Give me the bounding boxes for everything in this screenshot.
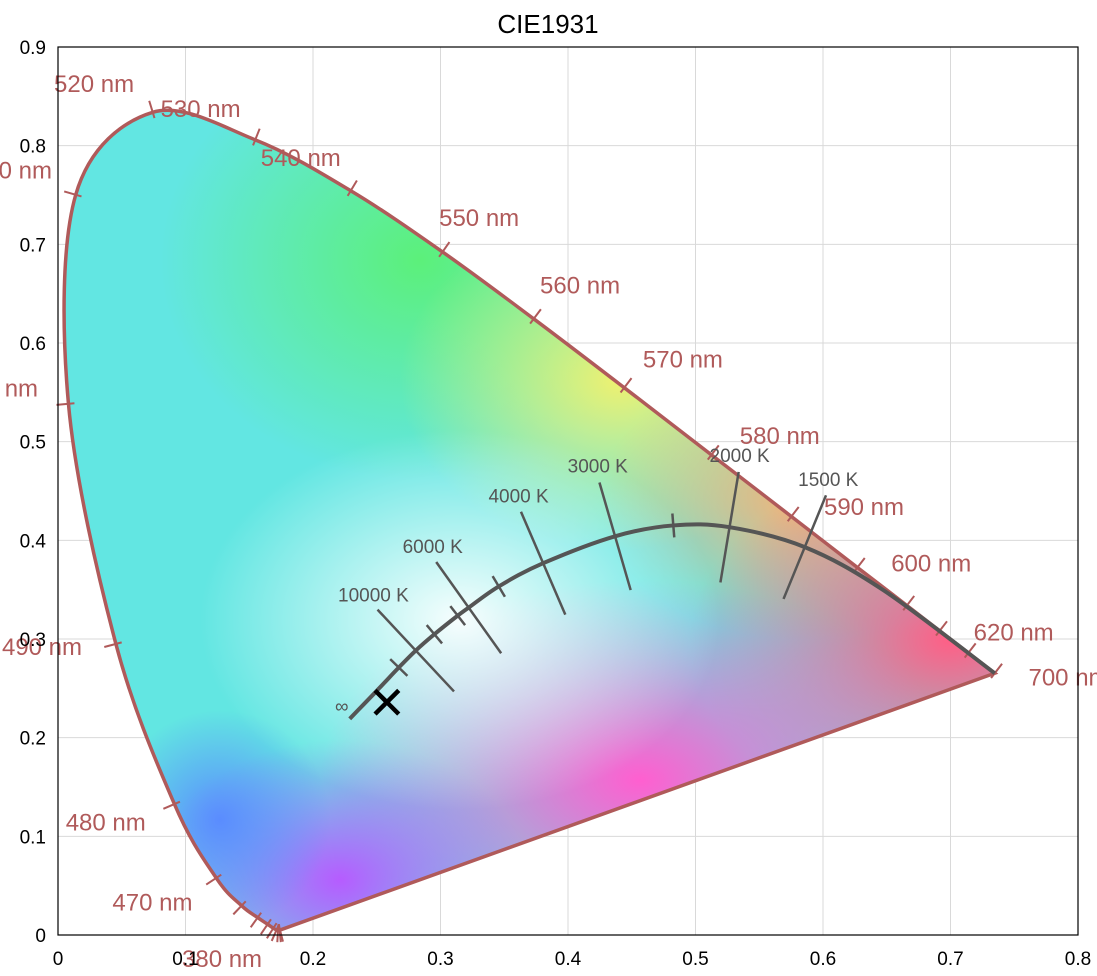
wavelength-label-380: 380 nm: [182, 946, 262, 973]
wavelength-tick: [63, 190, 82, 198]
cct-label: 1500 K: [798, 470, 859, 491]
x-tick-label: 0.3: [427, 949, 453, 970]
wavelength-labels: 380 nm 470 nm 480 nm 490 nm 500 nm 510 nm 520 …: [0, 71, 1097, 973]
wavelength-label-480: 480 nm: [66, 809, 146, 836]
x-tick-label: 0.4: [555, 949, 582, 970]
wavelength-label-530: 530 nm: [161, 96, 241, 123]
y-tick-label: 0.1: [20, 827, 46, 848]
cct-isotherm: [435, 561, 503, 654]
wavelength-label-620: 620 nm: [974, 619, 1054, 646]
wavelength-tick: [786, 506, 800, 522]
wavelength-tick: [266, 922, 278, 939]
infinity-label: ∞: [335, 696, 349, 717]
planckian-locus: 10000 K 6000 K 4000 K 3000 K 2000 K 1500 K ∞: [335, 446, 996, 721]
wavelength-tick: [162, 800, 181, 810]
wavelength-label-600: 600 nm: [891, 551, 971, 578]
y-tick-label: 0.6: [20, 334, 46, 355]
wavelength-label-470: 470 nm: [112, 889, 192, 916]
y-tick-label: 0.7: [20, 235, 46, 256]
wavelength-label-570: 570 nm: [643, 346, 723, 373]
wavelength-tick: [706, 444, 720, 461]
wavelength-label-550: 550 nm: [439, 205, 519, 232]
wavelength-label-590: 590 nm: [824, 494, 904, 521]
cct-label: 4000 K: [488, 486, 549, 507]
planckian-curve: [348, 522, 996, 721]
wavelength-tick: [963, 642, 977, 659]
wavelength-label-500: 500 nm: [0, 376, 38, 403]
plot-frame: [57, 46, 1079, 936]
wavelength-ticks: [56, 100, 1003, 943]
x-tick-label: 0.6: [810, 949, 836, 970]
cct-label: 6000 K: [403, 537, 464, 558]
y-tick-label: 0: [35, 926, 46, 947]
wavelength-tick: [205, 873, 222, 886]
chart-title: CIE1931: [497, 9, 598, 39]
wavelength-tick: [277, 924, 282, 943]
cct-label: 2000 K: [710, 446, 771, 467]
cct-minor-tick: [425, 624, 444, 645]
wavelength-tick: [529, 308, 542, 325]
y-tick-label: 0.2: [20, 729, 46, 750]
cct-minor-tick: [671, 513, 676, 538]
cct-label: 10000 K: [338, 585, 409, 606]
wavelength-tick: [104, 641, 122, 648]
wavelength-tick: [260, 918, 272, 935]
axis-ticks: 0 0.1 0.2 0.3 0.4 0.5 0.6 0.7 0.8 0 0.1 0.2 0.3 0.4 0.…: [20, 38, 1092, 970]
wavelength-tick: [270, 924, 280, 942]
y-tick-label: 0.5: [20, 433, 46, 454]
x-tick-label: 0.5: [682, 949, 708, 970]
x-tick-label: 0.1: [172, 949, 198, 970]
y-tick-label: 0.8: [20, 137, 46, 158]
chromaticity-marker: ✕: [368, 676, 407, 730]
x-tick-label: 0.2: [300, 949, 326, 970]
cct-minor-tick: [491, 575, 506, 598]
x-tick-label: 0.8: [1065, 949, 1091, 970]
cct-isotherm: [376, 608, 455, 693]
wavelength-label-540: 540 nm: [261, 145, 341, 172]
cct-minor-tick: [389, 658, 409, 677]
wavelength-label-700: 700 nm: [1028, 664, 1097, 691]
cct-label: 3000 K: [568, 457, 629, 478]
cct-isotherm: [782, 494, 828, 600]
x-tick-label: 0.7: [937, 949, 963, 970]
wavelength-tick: [148, 100, 156, 119]
wavelength-label-510: 510 nm: [0, 157, 52, 184]
y-tick-label: 0.3: [20, 630, 46, 651]
wavelength-tick: [56, 402, 75, 406]
x-tick-label: 0: [53, 949, 64, 970]
wavelength-tick: [619, 377, 633, 394]
y-tick-label: 0.4: [20, 531, 47, 552]
cct-minor-tick: [449, 605, 467, 626]
wavelength-label-580: 580 nm: [740, 423, 820, 450]
wavelength-tick: [935, 620, 948, 637]
wavelength-tick: [249, 912, 262, 928]
cct-isotherm: [598, 482, 632, 591]
wavelength-tick: [438, 241, 451, 258]
wavelength-tick: [990, 663, 1003, 679]
wavelength-tick: [852, 557, 866, 573]
wavelength-label-560: 560 nm: [540, 272, 620, 299]
wavelength-tick: [346, 179, 358, 197]
wavelength-label-490: 490 nm: [2, 634, 82, 661]
cct-isotherm: [719, 471, 740, 583]
wavelength-tick: [252, 128, 261, 146]
wavelength-tick: [232, 900, 247, 916]
y-tick-label: 0.9: [20, 38, 46, 59]
wavelength-label-520: 520 nm: [54, 71, 134, 98]
cct-isotherm: [519, 511, 567, 616]
